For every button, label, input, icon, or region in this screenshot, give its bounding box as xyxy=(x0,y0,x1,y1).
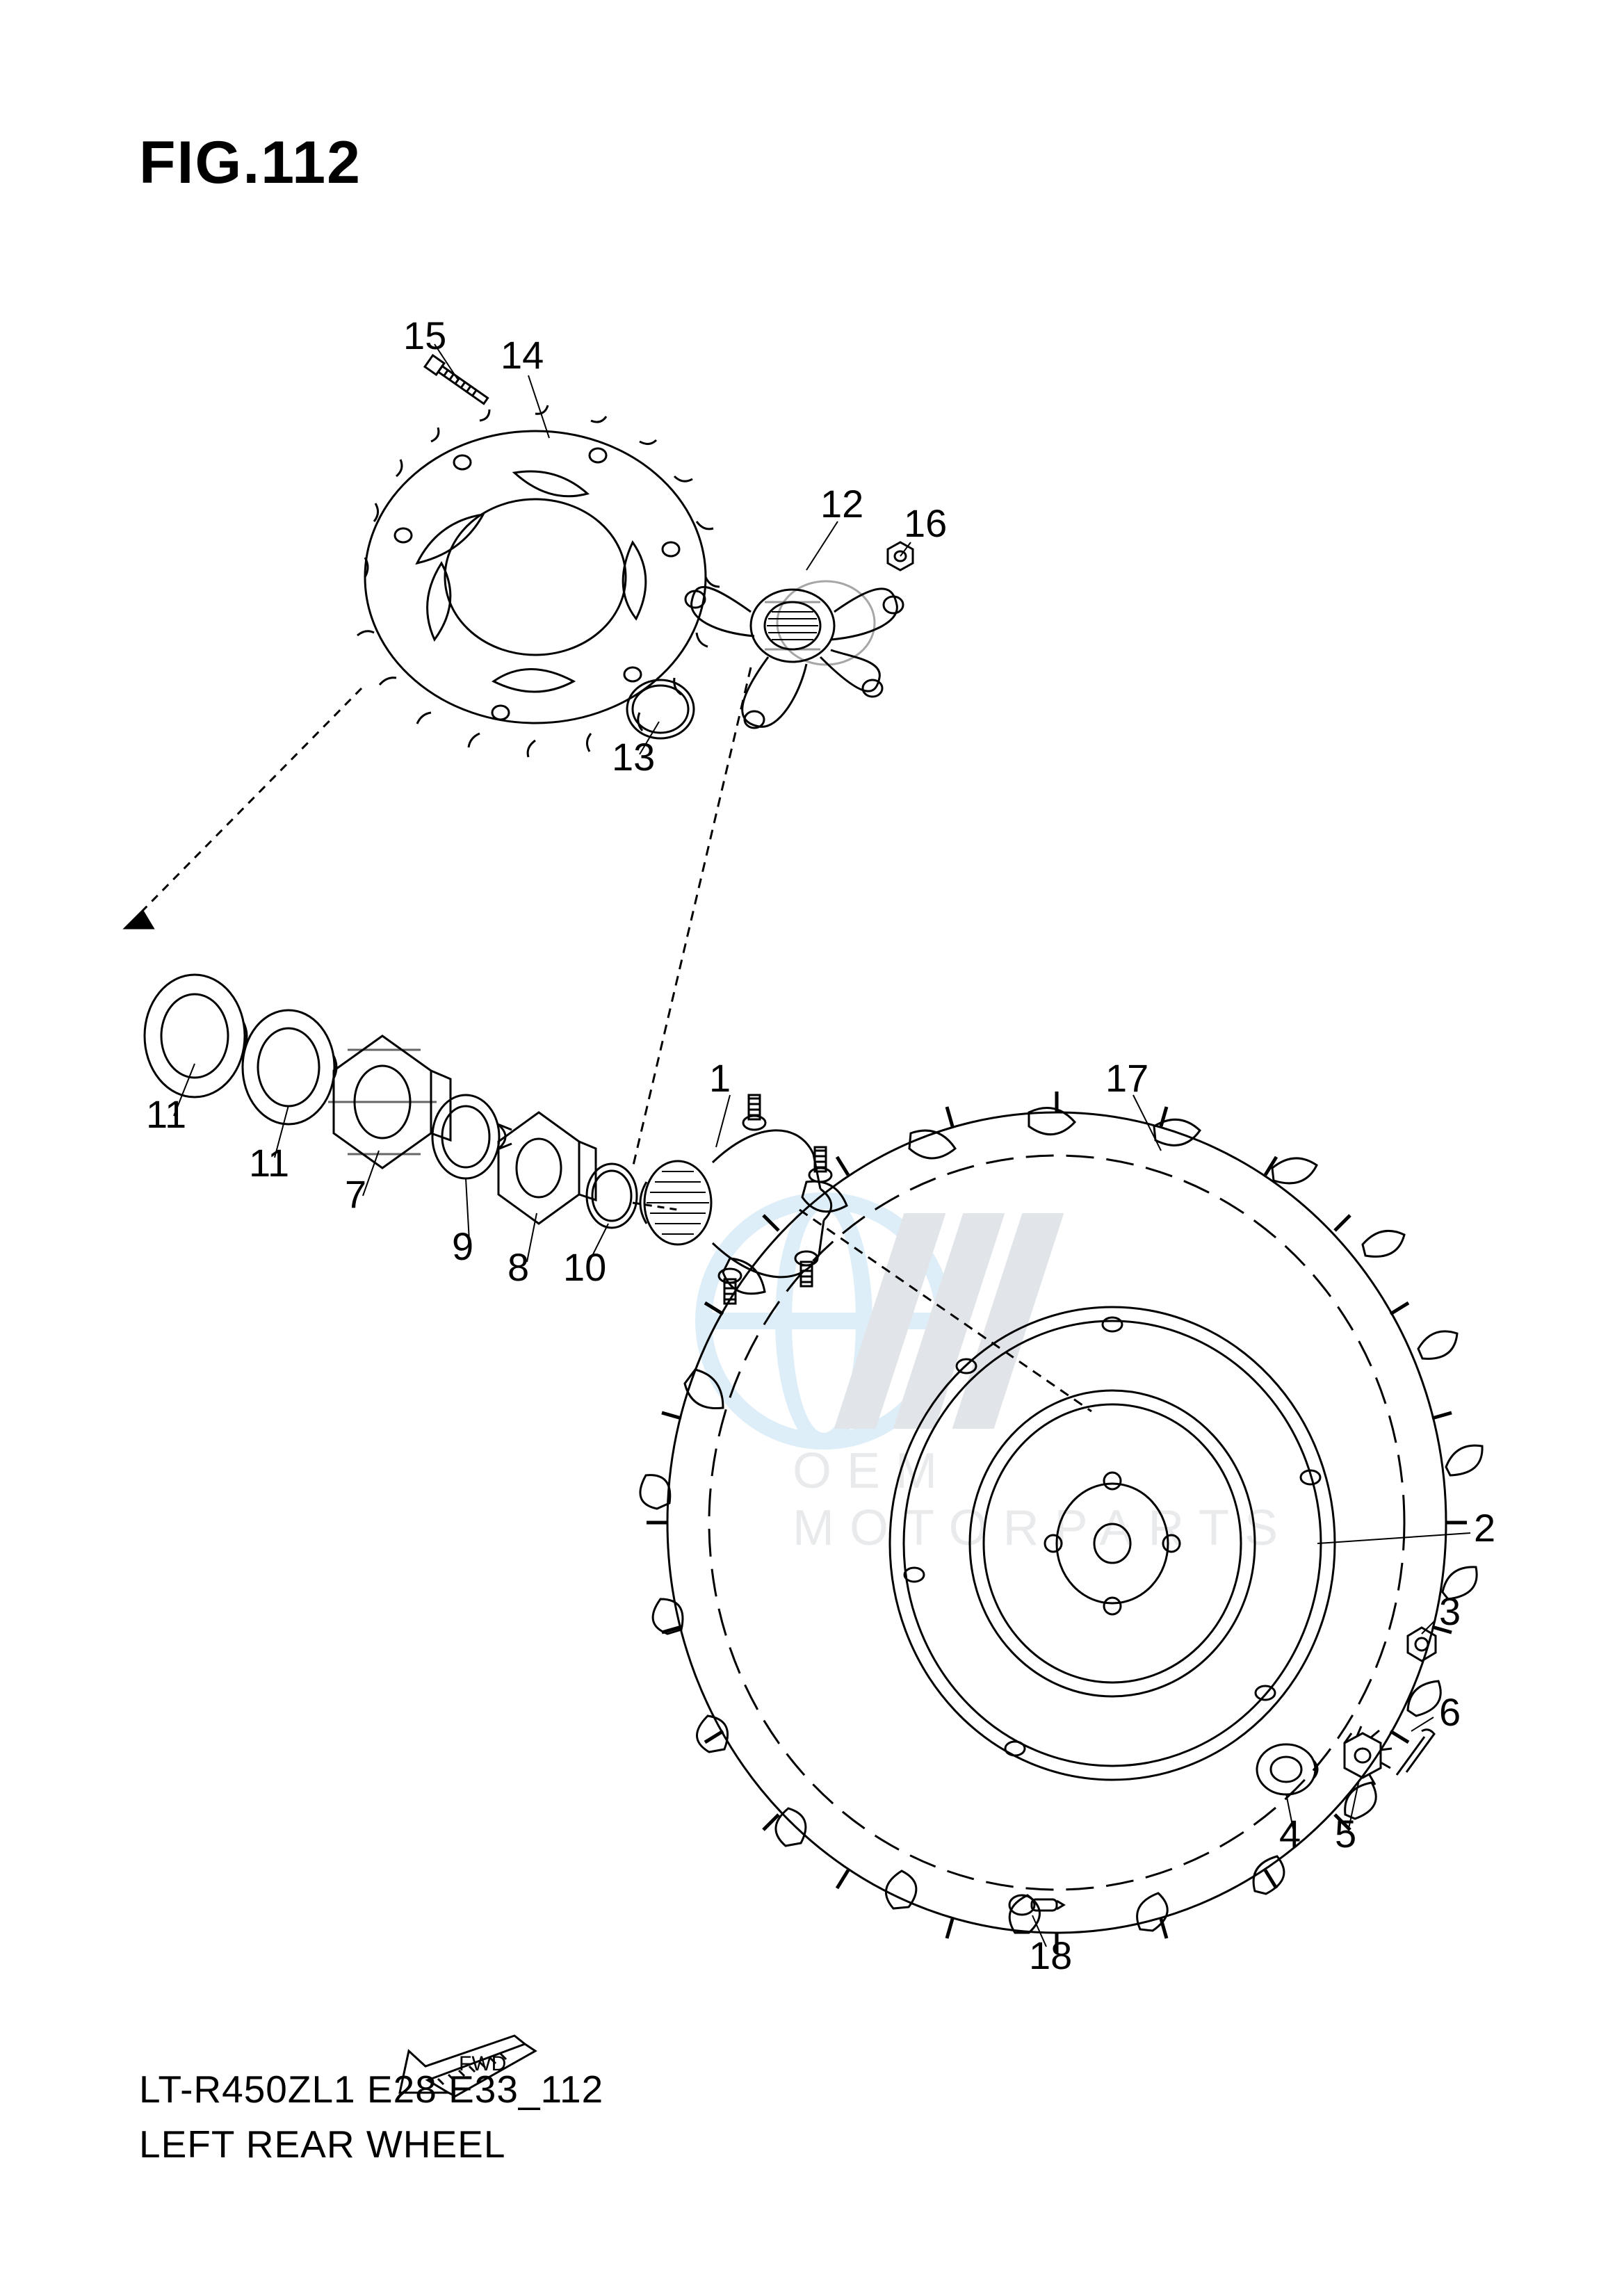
callout-4: 4 xyxy=(1279,1811,1301,1856)
callout-8: 8 xyxy=(508,1244,529,1290)
callout-3: 3 xyxy=(1439,1589,1461,1634)
callout-17: 17 xyxy=(1105,1055,1148,1101)
callout-7: 7 xyxy=(345,1171,366,1217)
figure-footer: LT-R450ZL1 E28 E33_112 LEFT REAR WHEEL xyxy=(139,2067,603,2166)
callout-12: 12 xyxy=(820,481,863,526)
callout-13: 13 xyxy=(612,734,655,779)
callout-9: 9 xyxy=(452,1224,473,1269)
figure-title: FIG.112 xyxy=(139,129,362,197)
footer-name: LEFT REAR WHEEL xyxy=(139,2122,603,2166)
callout-5: 5 xyxy=(1335,1811,1356,1856)
callout-11: 11 xyxy=(249,1140,289,1185)
callout-6: 6 xyxy=(1439,1689,1461,1735)
callout-2: 2 xyxy=(1474,1505,1495,1550)
callout-16: 16 xyxy=(904,501,947,546)
callout-11: 11 xyxy=(146,1092,186,1137)
callout-15: 15 xyxy=(403,313,446,358)
callout-10: 10 xyxy=(563,1244,606,1290)
callout-18: 18 xyxy=(1029,1933,1072,1978)
exploded-diagram: OEM MOTORPARTS xyxy=(104,299,1529,1968)
callout-14: 14 xyxy=(501,332,544,378)
parts-drawing xyxy=(104,299,1529,1968)
callout-1: 1 xyxy=(709,1055,731,1101)
footer-code: LT-R450ZL1 E28 E33_112 xyxy=(139,2067,603,2111)
